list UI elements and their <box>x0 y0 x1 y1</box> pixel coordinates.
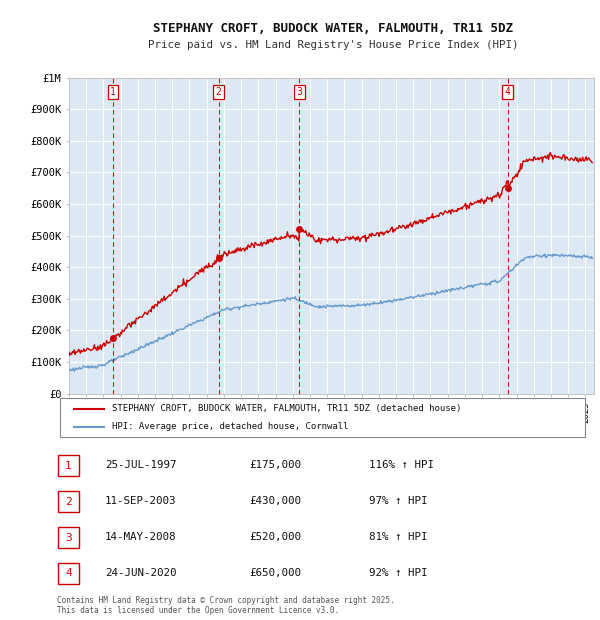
Text: STEPHANY CROFT, BUDOCK WATER, FALMOUTH, TR11 5DZ (detached house): STEPHANY CROFT, BUDOCK WATER, FALMOUTH, … <box>113 404 462 413</box>
Text: 1: 1 <box>110 87 116 97</box>
Text: 116% ↑ HPI: 116% ↑ HPI <box>369 460 434 470</box>
Text: 4: 4 <box>505 87 511 97</box>
Text: Price paid vs. HM Land Registry's House Price Index (HPI): Price paid vs. HM Land Registry's House … <box>148 40 518 50</box>
Text: £430,000: £430,000 <box>249 496 301 506</box>
Text: 14-MAY-2008: 14-MAY-2008 <box>105 532 176 542</box>
Text: 97% ↑ HPI: 97% ↑ HPI <box>369 496 427 506</box>
Text: 2: 2 <box>65 497 72 507</box>
Text: 11-SEP-2003: 11-SEP-2003 <box>105 496 176 506</box>
Text: £520,000: £520,000 <box>249 532 301 542</box>
Text: 1: 1 <box>65 461 72 471</box>
Text: £175,000: £175,000 <box>249 460 301 470</box>
Text: 2: 2 <box>215 87 221 97</box>
Text: 3: 3 <box>65 533 72 542</box>
Text: 92% ↑ HPI: 92% ↑ HPI <box>369 568 427 578</box>
Text: Contains HM Land Registry data © Crown copyright and database right 2025.
This d: Contains HM Land Registry data © Crown c… <box>57 596 395 615</box>
Text: 25-JUL-1997: 25-JUL-1997 <box>105 460 176 470</box>
Text: HPI: Average price, detached house, Cornwall: HPI: Average price, detached house, Corn… <box>113 422 349 431</box>
Text: £650,000: £650,000 <box>249 568 301 578</box>
Text: 24-JUN-2020: 24-JUN-2020 <box>105 568 176 578</box>
Text: 81% ↑ HPI: 81% ↑ HPI <box>369 532 427 542</box>
Text: STEPHANY CROFT, BUDOCK WATER, FALMOUTH, TR11 5DZ: STEPHANY CROFT, BUDOCK WATER, FALMOUTH, … <box>153 22 513 35</box>
Text: 3: 3 <box>296 87 302 97</box>
Text: 4: 4 <box>65 569 72 578</box>
